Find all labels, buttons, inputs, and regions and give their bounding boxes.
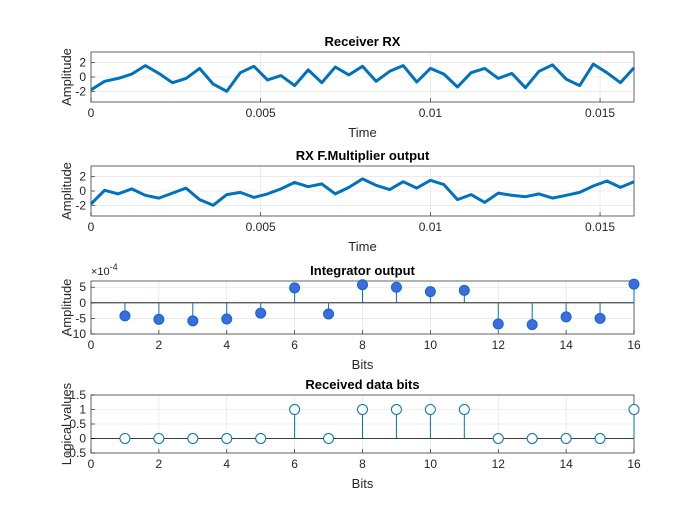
stem-marker: [323, 308, 335, 320]
x-tick-label: 12: [492, 457, 506, 471]
x-tick-label: 6: [291, 338, 298, 352]
y-tick-label: 0: [79, 296, 86, 310]
signal-line: [89, 177, 635, 207]
stem-marker: [119, 433, 131, 444]
y-tick-label: 5: [79, 280, 86, 294]
y-tick-label: 2: [79, 56, 86, 70]
stem-marker: [289, 404, 301, 415]
x-tick-label: 0: [88, 220, 95, 234]
chart-title: Receiver RX: [325, 34, 401, 49]
stem-marker: [492, 318, 504, 330]
stem-marker: [153, 433, 165, 444]
chart-title: Integrator output: [310, 263, 415, 278]
x-tick-label: 0: [88, 106, 95, 120]
y-tick-label: 0: [79, 432, 86, 446]
y-tick-label: 1.5: [69, 388, 86, 402]
stem-marker: [187, 315, 199, 327]
y-tick-label: -0.5: [65, 446, 86, 460]
x-tick-label: 4: [223, 338, 230, 352]
stem-marker: [289, 282, 301, 294]
chart-title: Received data bits: [305, 377, 419, 392]
x-tick-label: 16: [627, 338, 641, 352]
stem-marker: [628, 278, 640, 290]
y-tick-label: -2: [75, 84, 86, 98]
stem-marker: [323, 433, 335, 444]
x-tick-label: 4: [223, 457, 230, 471]
stem-marker: [594, 433, 606, 444]
y-axis-label: Amplitude: [59, 279, 74, 337]
y-tick-label: 0: [79, 184, 86, 198]
stem-marker: [187, 433, 199, 444]
x-axis-label: Bits: [352, 476, 374, 491]
x-tick-label: 0.015: [585, 220, 615, 234]
stem-marker: [628, 404, 640, 415]
x-tick-label: 0: [88, 457, 95, 471]
signal-line: [90, 62, 636, 93]
y-tick-label: 1: [79, 403, 86, 417]
y-tick-label: -10: [69, 327, 87, 341]
stem-marker: [560, 311, 572, 323]
y-tick-label: -5: [75, 311, 86, 325]
subplot-3: 0 2 4 6 8 10 12 14 16 -10 -50 5 Integrator output Bit…: [59, 262, 641, 372]
stem-marker: [221, 313, 233, 325]
x-tick-label: 0.005: [246, 220, 276, 234]
x-tick-label: 14: [559, 338, 573, 352]
stem-marker: [390, 404, 402, 415]
y-exponent-base: ×10: [91, 266, 110, 278]
stem-marker: [594, 312, 606, 324]
stem-marker: [390, 281, 402, 293]
stem-marker: [526, 433, 538, 444]
y-tick-label: 2: [79, 170, 86, 184]
stem-marker: [357, 279, 368, 291]
stem-marker: [492, 433, 504, 444]
y-tick-label: 0: [79, 70, 86, 84]
y-tick-label: 0.5: [69, 417, 86, 431]
stem-marker: [560, 433, 572, 444]
y-axis-label: Amplitude: [59, 48, 74, 106]
x-tick-label: 8: [359, 457, 366, 471]
y-axis-label: Logical values: [59, 382, 74, 465]
chart-title: RX F.Multiplier output: [296, 148, 430, 163]
x-tick-label: 0: [88, 338, 95, 352]
y-axis-label: Amplitude: [59, 162, 74, 220]
x-tick-label: 2: [156, 457, 163, 471]
stem-marker: [526, 319, 538, 331]
stem-marker: [424, 404, 436, 415]
x-tick-label: 12: [492, 338, 506, 352]
y-exponent-power: -4: [110, 262, 118, 272]
x-axis-label: Bits: [352, 357, 374, 372]
x-tick-label: 6: [291, 457, 298, 471]
x-tick-label: 10: [424, 338, 438, 352]
x-axis-label: Time: [348, 239, 376, 254]
axes-box: [90, 165, 635, 217]
x-tick-label: 0.015: [585, 106, 615, 120]
x-tick-label: 10: [424, 457, 438, 471]
x-tick-label: 2: [156, 338, 163, 352]
x-axis-label: Time: [348, 125, 376, 140]
y-exponent-label: ×10-4: [91, 262, 118, 278]
stem-marker: [458, 284, 470, 296]
x-tick-label: 8: [359, 338, 366, 352]
x-tick-label: 14: [559, 457, 573, 471]
stem-marker: [357, 404, 368, 415]
stem-marker: [255, 433, 267, 444]
x-tick-label: 0.005: [246, 106, 276, 120]
y-tick-label: -2: [75, 198, 86, 212]
x-tick-label: 16: [627, 457, 641, 471]
stem-marker: [119, 310, 131, 322]
axes-box: [90, 51, 635, 103]
x-tick-label: 0.01: [419, 106, 443, 120]
stem-marker: [458, 404, 470, 415]
stem-marker: [255, 307, 267, 319]
stem-marker: [424, 286, 436, 298]
x-tick-label: 0.01: [419, 220, 443, 234]
stem-marker: [153, 313, 165, 325]
stem-marker: [221, 433, 233, 444]
